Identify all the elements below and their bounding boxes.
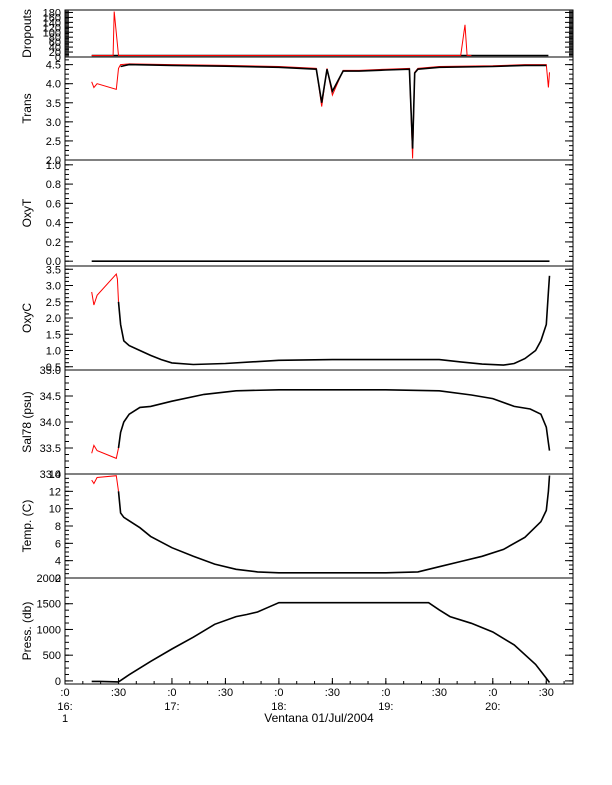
x-tick-sublabel: 20: [485,701,500,713]
y-tick-label: 34.5 [40,391,61,403]
y-tick-label: 4 [55,556,61,568]
panel-frame [64,9,574,58]
y-tick-label: 2.5 [46,297,61,309]
y-tick-label: 0 [55,676,61,688]
y-axis-label: OxyC [20,303,34,333]
y-axis-label: Dropouts [20,9,34,58]
y-tick-label: 4.5 [46,60,61,72]
y-tick-label: 35.0 [40,365,61,377]
panel-frame [64,577,574,685]
x-tick-label: :0 [381,687,390,699]
series-line [91,475,119,492]
series-line [117,388,551,451]
y-tick-label: 6 [55,538,61,550]
y-tick-label: 4.0 [46,79,61,91]
y-tick-label: 3.5 [46,264,61,276]
series-line [117,475,551,574]
y-axis-label: Press. (db) [20,602,34,661]
y-tick-label: 0.0 [46,256,61,268]
series-line [120,63,547,149]
y-tick-label: 0.2 [46,237,61,249]
y-tick-label: 100 [43,27,61,39]
x-tick-sublabel: 1 [62,713,68,725]
y-tick-label: 120 [43,22,61,34]
y-tick-label: 1.0 [46,160,61,172]
y-axis-label: Temp. (C) [20,500,34,553]
series-line [91,11,472,56]
panel-frame [64,159,574,267]
y-tick-label: 60 [49,37,61,49]
y-tick-label: 3.0 [46,117,61,129]
y-tick-label: 80 [49,32,61,44]
y-tick-label: 2 [55,573,61,585]
y-tick-label: 3.5 [46,98,61,110]
x-tick-label: :0 [488,687,497,699]
y-axis-label: Sal78 (psu) [20,391,34,452]
y-tick-label: 20 [49,47,61,59]
y-tick-label: 1500 [37,599,61,611]
panel-frame [64,265,574,371]
x-tick-label: :30 [218,687,233,699]
y-tick-label: 1000 [37,624,61,636]
y-tick-label: 500 [43,650,61,662]
y-tick-label: 3.0 [46,281,61,293]
series-line [91,273,119,306]
panel-frame [64,369,574,475]
y-tick-label: 0.8 [46,179,61,191]
y-tick-label: 14 [49,469,61,481]
x-tick-label: :0 [60,687,69,699]
y-tick-label: 0 [55,52,61,64]
y-tick-label: 0.6 [46,198,61,210]
y-axis-label: OxyT [20,198,34,227]
x-tick-label: :0 [167,687,176,699]
x-tick-label: :30 [432,687,447,699]
y-tick-label: 33.5 [40,443,61,455]
y-tick-label: 180 [43,7,61,19]
y-axis-label: Trans [20,93,34,123]
x-tick-label: :30 [111,687,126,699]
y-tick-label: 1.0 [46,346,61,358]
series-line [91,444,119,460]
x-tick-sublabel: 18: [271,701,286,713]
series-line [117,275,551,366]
x-tick-label: :0 [274,687,283,699]
y-tick-label: 12 [49,486,61,498]
y-tick-label: 34.0 [40,417,61,429]
x-tick-sublabel: 19: [378,701,393,713]
y-tick-label: 1.5 [46,329,61,341]
y-tick-label: 0.4 [46,218,61,230]
x-tick-label: :30 [325,687,340,699]
y-tick-label: 2.0 [46,155,61,167]
series-line [91,63,550,159]
series-line [91,601,551,683]
y-tick-label: 8 [55,521,61,533]
y-tick-label: 0.5 [46,362,61,374]
y-tick-label: 2.5 [46,136,61,148]
y-tick-label: 2.0 [46,313,61,325]
y-tick-label: 33.0 [40,469,61,481]
y-tick-label: 140 [43,17,61,29]
x-tick-label: :30 [539,687,554,699]
y-tick-label: 10 [49,504,61,516]
y-tick-label: 2000 [37,573,61,585]
x-axis-label: Ventana 01/Jul/2004 [264,711,374,725]
panel-frame [64,473,574,579]
panel-frame [64,56,574,161]
y-tick-label: 160 [43,12,61,24]
x-tick-sublabel: 16: [57,701,72,713]
y-tick-label: 40 [49,42,61,54]
x-tick-sublabel: 17: [164,701,179,713]
